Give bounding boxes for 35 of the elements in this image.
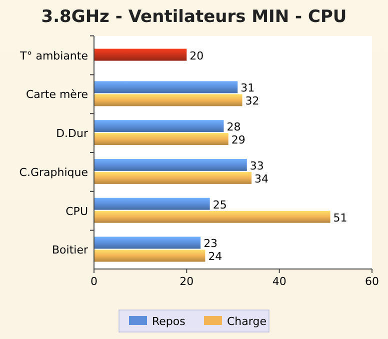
y-tick-label: CPU	[66, 204, 88, 218]
data-label: 25	[212, 198, 227, 212]
x-tick-label: 0	[90, 275, 98, 288]
bar	[94, 48, 187, 61]
bar	[94, 210, 330, 223]
chart-title: 3.8GHz - Ventilateurs MIN - CPU	[41, 7, 347, 27]
bar	[94, 158, 247, 171]
data-label: 33	[250, 159, 264, 172]
bar	[94, 250, 206, 262]
data-label: 24	[208, 250, 222, 264]
y-tick-label: D.Dur	[56, 127, 88, 140]
bar	[94, 172, 252, 184]
bar	[94, 94, 242, 106]
bar	[94, 81, 238, 94]
bar	[94, 120, 224, 132]
x-tick-label: 40	[272, 275, 286, 288]
data-label: 29	[231, 134, 246, 147]
data-label: 31	[240, 82, 255, 95]
y-tick-label: Boitier	[52, 244, 88, 257]
bar	[94, 133, 228, 146]
y-tick-label: T° ambiante	[18, 49, 88, 62]
data-label: 51	[333, 211, 348, 224]
bar	[94, 198, 210, 210]
data-label: 20	[190, 49, 204, 62]
bar	[94, 236, 201, 249]
y-tick-label: Carte mère	[26, 88, 88, 102]
data-label: 32	[245, 94, 260, 108]
data-label: 23	[204, 237, 218, 250]
legend-label: Repos	[152, 315, 186, 328]
y-tick-label: C.Graphique	[19, 166, 88, 179]
x-tick-label: 60	[365, 275, 379, 288]
legend-label: Charge	[227, 315, 267, 328]
data-label: 28	[226, 120, 241, 134]
data-label: 34	[254, 172, 269, 186]
x-tick-label: 20	[180, 275, 194, 288]
